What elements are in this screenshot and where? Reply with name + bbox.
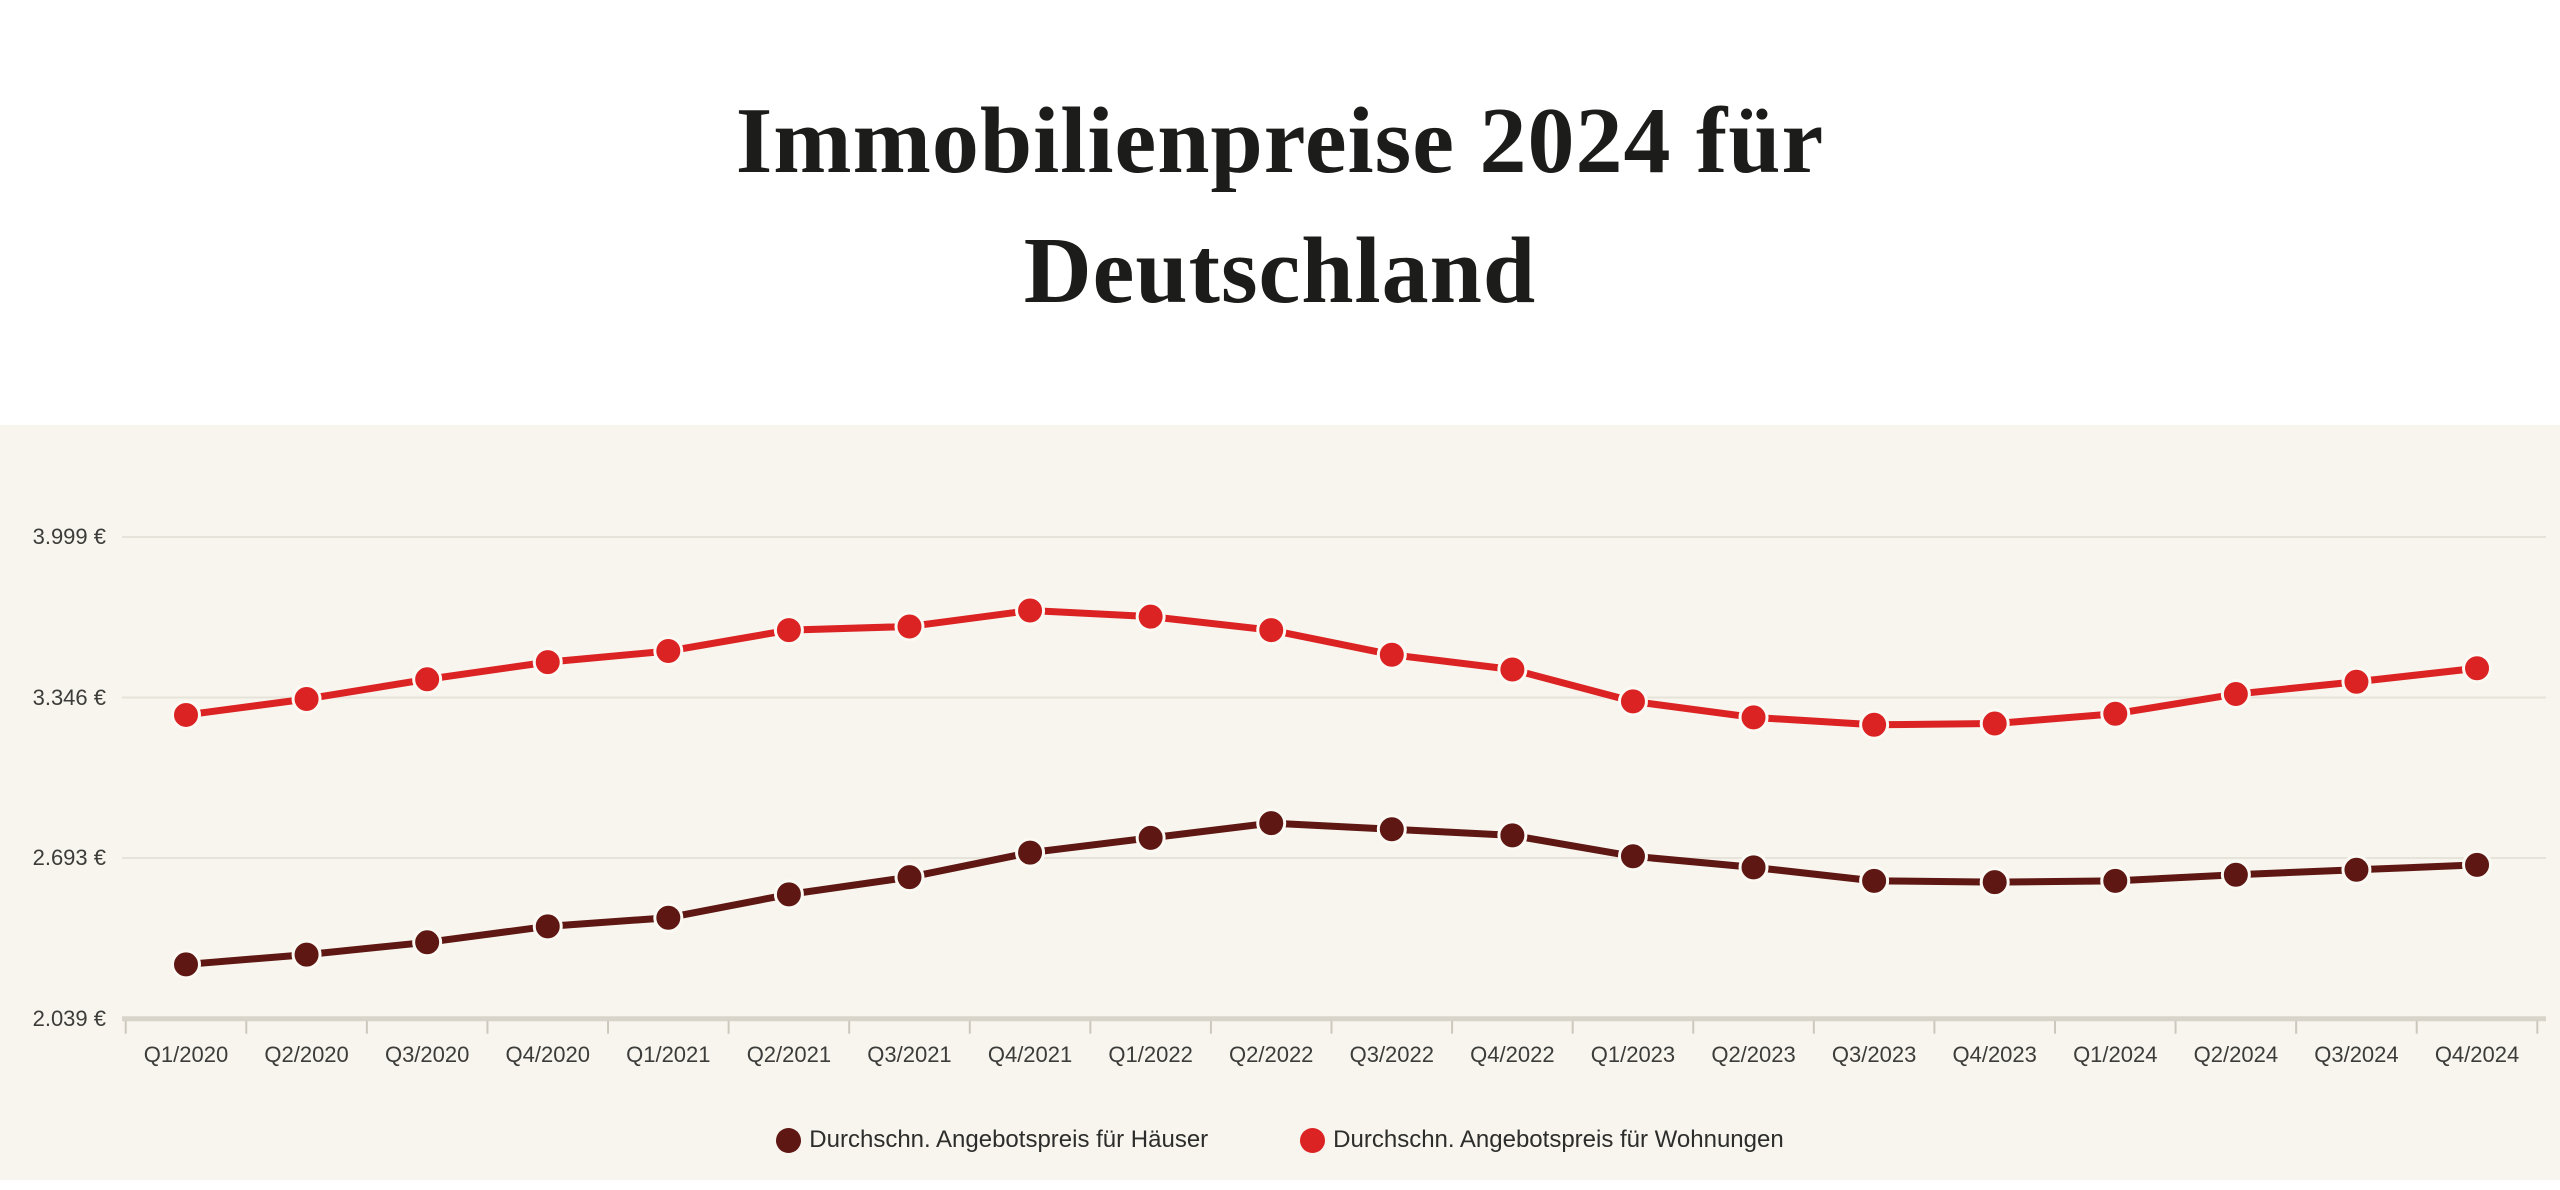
apartments-point-Q4/2020[interactable] <box>532 647 563 678</box>
apartments-point-Q2/2020[interactable] <box>291 683 322 714</box>
houses-point-Q1/2021[interactable] <box>653 902 684 933</box>
apartments-point-Q4/2022[interactable] <box>1497 654 1528 685</box>
chart-svg <box>122 536 2546 1034</box>
x-tick-label: Q3/2023 <box>1831 1041 1917 1067</box>
x-tick-label: Q2/2020 <box>264 1041 349 1067</box>
chart-panel: Durchschn. Angebotspreis für Häuser Durc… <box>0 425 2560 1180</box>
legend-item-houses[interactable]: Durchschn. Angebotspreis für Häuser <box>776 1126 1208 1154</box>
apartments-point-Q2/2024[interactable] <box>2220 679 2251 710</box>
apartments-series-dot-icon <box>1300 1127 1326 1153</box>
houses-point-Q4/2020[interactable] <box>532 911 563 942</box>
x-tick-label: Q1/2024 <box>2073 1041 2158 1067</box>
x-tick-label: Q1/2023 <box>1590 1041 1676 1067</box>
x-tick-label: Q4/2023 <box>1952 1041 2037 1067</box>
houses-point-Q4/2021[interactable] <box>1015 837 1046 868</box>
x-tick-label: Q2/2022 <box>1229 1041 1314 1067</box>
houses-point-Q4/2023[interactable] <box>1979 867 2010 898</box>
x-tick-label: Q1/2020 <box>143 1041 229 1067</box>
legend-label-houses: Durchschn. Angebotspreis für Häuser <box>809 1126 1209 1153</box>
apartments-point-Q1/2023[interactable] <box>1617 686 1648 717</box>
houses-point-Q4/2024[interactable] <box>2462 849 2493 880</box>
x-tick-label: Q3/2022 <box>1349 1041 1434 1067</box>
apartments-point-Q1/2022[interactable] <box>1135 601 1166 632</box>
apartments-point-Q3/2024[interactable] <box>2341 666 2372 697</box>
houses-point-Q1/2022[interactable] <box>1135 822 1166 853</box>
houses-point-Q1/2020[interactable] <box>171 949 201 980</box>
x-tick-label: Q1/2022 <box>1108 1041 1193 1067</box>
houses-point-Q2/2023[interactable] <box>1738 852 1769 883</box>
houses-point-Q3/2023[interactable] <box>1859 865 1890 896</box>
houses-series-dot-icon <box>776 1127 802 1153</box>
y-tick-label: 2.693 € <box>32 845 106 870</box>
houses-point-Q2/2024[interactable] <box>2220 859 2251 890</box>
bottom-strip <box>0 1180 2560 1190</box>
apartments-point-Q3/2021[interactable] <box>894 611 925 642</box>
houses-point-Q3/2024[interactable] <box>2341 854 2372 885</box>
apartments-point-Q4/2021[interactable] <box>1015 595 1046 626</box>
x-tick-label: Q3/2021 <box>867 1041 952 1067</box>
apartments-point-Q3/2020[interactable] <box>412 664 443 695</box>
x-tick-label: Q2/2021 <box>746 1041 832 1067</box>
houses-point-Q2/2021[interactable] <box>773 879 804 910</box>
x-tick-label: Q3/2020 <box>384 1041 470 1067</box>
x-tick-label: Q2/2024 <box>2193 1041 2279 1067</box>
apartments-point-Q2/2021[interactable] <box>773 615 804 646</box>
houses-point-Q4/2022[interactable] <box>1497 820 1528 851</box>
houses-point-Q1/2024[interactable] <box>2100 865 2131 896</box>
x-tick-label: Q2/2023 <box>1711 1041 1796 1067</box>
apartments-point-Q2/2023[interactable] <box>1738 702 1769 733</box>
houses-point-Q3/2022[interactable] <box>1376 814 1407 845</box>
x-tick-label: Q4/2024 <box>2434 1041 2520 1067</box>
y-tick-label: 2.039 € <box>32 1005 106 1031</box>
apartments-point-Q1/2020[interactable] <box>171 699 201 730</box>
apartments-point-Q4/2023[interactable] <box>1979 708 2010 739</box>
y-tick-label: 3.999 € <box>32 524 106 549</box>
legend-label-apartments: Durchschn. Angebotspreis für Wohnungen <box>1333 1126 1784 1153</box>
apartments-point-Q3/2022[interactable] <box>1376 639 1407 670</box>
y-tick-label: 3.346 € <box>32 684 106 710</box>
apartments-point-Q1/2024[interactable] <box>2100 698 2131 729</box>
apartments-point-Q3/2023[interactable] <box>1859 709 1890 740</box>
x-tick-label: Q3/2024 <box>2314 1041 2399 1067</box>
houses-point-Q2/2022[interactable] <box>1256 808 1287 839</box>
chart-legend: Durchschn. Angebotspreis für Häuser Durc… <box>0 1118 2560 1162</box>
apartments-point-Q2/2022[interactable] <box>1256 615 1287 646</box>
apartments-line <box>182 606 2481 729</box>
x-tick-label: Q1/2021 <box>626 1041 711 1067</box>
apartments-point-Q1/2021[interactable] <box>653 636 684 667</box>
legend-item-apartments[interactable]: Durchschn. Angebotspreis für Wohnungen <box>1300 1126 1784 1154</box>
x-tick-label: Q4/2022 <box>1470 1041 1555 1067</box>
houses-point-Q2/2020[interactable] <box>291 939 322 970</box>
page-title: Immobilienpreise 2024 für Deutschland <box>735 88 1825 323</box>
houses-point-Q3/2020[interactable] <box>412 927 443 958</box>
x-tick-label: Q4/2020 <box>505 1041 590 1067</box>
houses-point-Q3/2021[interactable] <box>894 862 925 893</box>
apartments-point-Q4/2024[interactable] <box>2462 653 2493 684</box>
houses-line <box>182 819 2481 968</box>
houses-point-Q1/2023[interactable] <box>1617 841 1648 872</box>
x-tick-label: Q4/2021 <box>987 1041 1073 1067</box>
